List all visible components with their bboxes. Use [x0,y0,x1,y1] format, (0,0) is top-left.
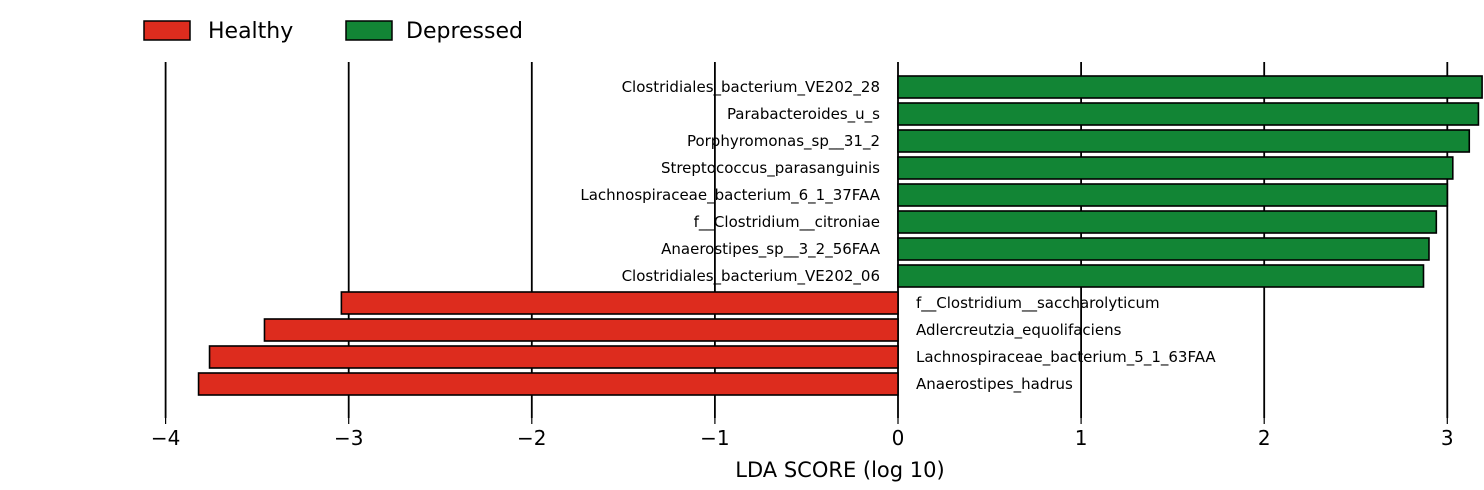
bar-label: Lachnospiraceae_bacterium_6_1_37FAA [580,186,880,205]
bar-label: f__Clostridium__saccharolyticum [916,294,1160,313]
bar-healthy [340,291,899,315]
x-tick-label: 1 [1075,426,1088,450]
x-axis: −4 −3 −2 −1 0 1 2 3 [151,418,1454,450]
bar-label: Streptococcus_parasanguinis [661,159,880,178]
bars [197,75,1483,396]
bar-healthy [208,345,899,369]
x-tick-label: −2 [517,426,546,450]
bar-depressed [897,210,1438,234]
bar-label: Anaerostipes_hadrus [916,375,1073,394]
bar-label: Parabacteroides_u_s [727,105,880,124]
bar-label: Porphyromonas_sp__31_2 [687,132,880,151]
x-tick-label: −1 [700,426,729,450]
x-tick-label: 3 [1441,426,1454,450]
bar-label: Clostridiales_bacterium_VE202_06 [622,267,880,286]
x-tick-label: 2 [1258,426,1271,450]
x-tick-label: −3 [334,426,363,450]
legend-label-depressed: Depressed [406,19,523,44]
x-tick-label: 0 [892,426,905,450]
bar-healthy [263,318,899,342]
legend: Healthy Depressed [143,19,523,44]
bar-depressed [897,129,1471,153]
bar-depressed [897,183,1449,207]
bar-depressed [897,237,1430,261]
bar-labels: Clostridiales_bacterium_VE202_28 Parabact… [580,78,1216,394]
legend-swatch-depressed [345,20,393,41]
bar-depressed [897,264,1425,288]
legend-label-healthy: Healthy [208,19,293,44]
legend-swatch-healthy [143,20,191,41]
bar-label: Clostridiales_bacterium_VE202_28 [622,78,880,97]
bar-healthy [197,372,899,396]
x-axis-label: LDA SCORE (log 10) [735,458,944,482]
bar-depressed [897,75,1483,99]
bar-label: Adlercreutzia_equolifaciens [916,321,1122,340]
bar-depressed [897,156,1454,180]
bar-label: Anaerostipes_sp__3_2_56FAA [661,240,881,259]
bar-label: f__Clostridium__citroniae [694,213,880,232]
bar-label: Lachnospiraceae_bacterium_5_1_63FAA [916,348,1216,367]
x-tick-label: −4 [151,426,180,450]
bar-depressed [897,102,1480,126]
